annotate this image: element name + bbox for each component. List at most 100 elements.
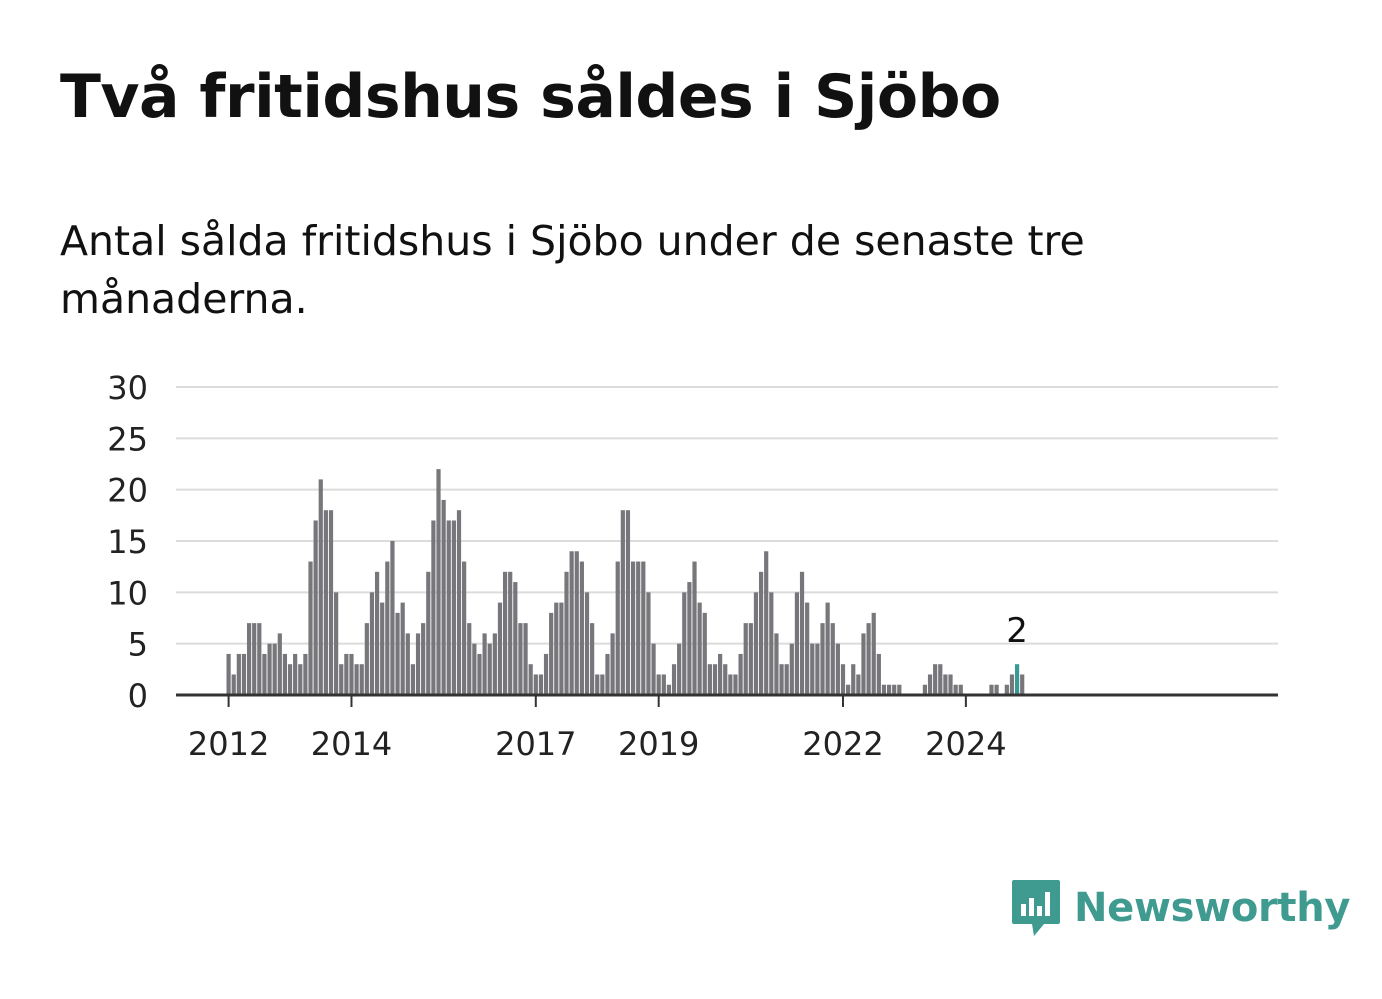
bar	[810, 643, 815, 695]
x-tick-label: 2017	[495, 725, 576, 763]
bar	[666, 684, 672, 695]
bar	[636, 561, 641, 695]
bar	[246, 623, 252, 695]
bar	[1009, 674, 1015, 695]
bar	[477, 653, 482, 695]
bar	[625, 510, 631, 695]
bar	[590, 623, 595, 695]
bar	[523, 623, 528, 695]
bar	[513, 582, 518, 695]
bar	[339, 664, 344, 695]
bar	[805, 602, 810, 695]
bar	[451, 520, 456, 695]
bar	[354, 664, 359, 695]
bar	[697, 602, 702, 695]
bar	[282, 653, 288, 695]
bar	[226, 653, 231, 695]
bar	[630, 561, 636, 695]
bar	[789, 643, 794, 695]
bar	[441, 499, 446, 695]
x-axis: 2012 2014 2017 2019 2022 2024	[176, 693, 1278, 763]
bar	[241, 653, 247, 695]
bar	[794, 592, 800, 695]
chart-title: Två fritidshus såldes i Sjöbo	[60, 62, 1001, 132]
bar-value-label: 2	[1006, 611, 1028, 651]
bar	[938, 664, 943, 695]
bar	[328, 510, 334, 695]
bar	[446, 520, 451, 695]
bar	[569, 551, 574, 695]
bar	[518, 623, 523, 695]
bar	[994, 684, 999, 695]
y-tick-label: 10	[107, 574, 148, 612]
bar	[953, 684, 958, 695]
bar	[405, 633, 410, 695]
bar-highlight	[1014, 664, 1020, 695]
bar	[933, 664, 938, 695]
bar	[738, 653, 743, 695]
bar	[277, 633, 282, 695]
bar	[390, 541, 395, 695]
bar	[892, 684, 897, 695]
bar	[323, 510, 328, 695]
bar	[554, 602, 559, 695]
bar	[303, 653, 308, 695]
bar	[815, 643, 820, 695]
bar	[692, 561, 697, 695]
bar	[641, 561, 646, 695]
newsworthy-logo-icon	[1012, 880, 1060, 936]
bar	[579, 561, 584, 695]
bars	[226, 469, 1025, 695]
bar	[472, 643, 477, 695]
bar	[856, 674, 861, 695]
bar	[600, 674, 605, 695]
x-tick-label: 2012	[188, 725, 269, 763]
bar	[426, 571, 431, 695]
bar	[482, 633, 487, 695]
bar	[231, 674, 236, 695]
bar	[502, 571, 508, 695]
bar	[989, 684, 994, 695]
bar	[753, 592, 759, 695]
bar	[661, 674, 666, 695]
bar	[820, 623, 825, 695]
bar	[549, 612, 554, 695]
bar	[840, 664, 846, 695]
bar	[298, 664, 303, 695]
chart-subtitle: Antal sålda fritidshus i Sjöbo under de …	[60, 217, 1085, 323]
bar	[508, 571, 513, 695]
bar	[830, 623, 835, 695]
bar	[799, 571, 805, 695]
bar	[835, 643, 840, 695]
bar	[344, 653, 349, 695]
bar	[927, 674, 933, 695]
bar	[615, 561, 620, 695]
bar	[702, 612, 707, 695]
newsworthy-logo[interactable]: Newsworthy	[1010, 878, 1351, 938]
bar	[707, 664, 712, 695]
bar	[846, 684, 851, 695]
bar	[456, 510, 462, 695]
bar	[395, 612, 400, 695]
bar	[866, 623, 871, 695]
bar	[718, 653, 723, 695]
bar	[252, 623, 257, 695]
bar	[677, 643, 682, 695]
y-tick-label: 20	[107, 472, 148, 510]
bar	[308, 561, 313, 695]
bar	[262, 653, 267, 695]
bar	[922, 684, 928, 695]
bar	[723, 664, 728, 695]
bar	[825, 602, 830, 695]
bar	[574, 551, 579, 695]
bar	[487, 643, 492, 695]
bar	[595, 674, 600, 695]
bar	[774, 633, 779, 695]
bar	[538, 674, 544, 695]
x-tick-label: 2022	[802, 725, 883, 763]
bar	[769, 592, 774, 695]
bar	[349, 653, 354, 695]
bar	[1020, 674, 1025, 695]
bar	[881, 684, 887, 695]
bar	[369, 592, 375, 695]
